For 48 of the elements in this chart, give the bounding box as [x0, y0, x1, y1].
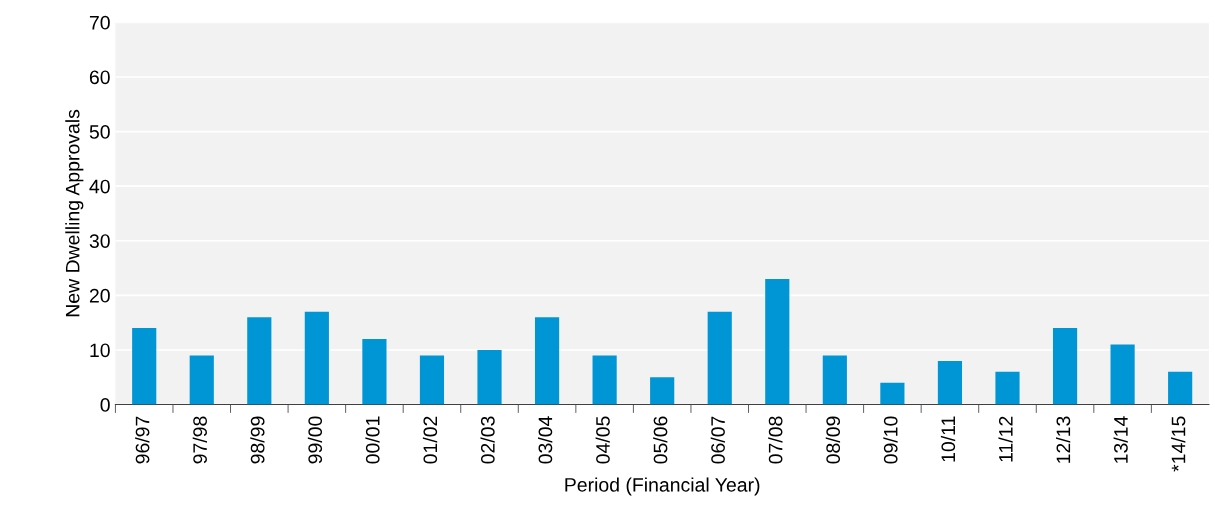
x-tick-label: 01/02	[422, 416, 438, 464]
x-tick-label: 08/09	[825, 416, 841, 464]
bar	[1052, 328, 1078, 405]
x-tick-label: 10/11	[940, 416, 956, 462]
x-tick-label: 06/07	[710, 416, 725, 464]
x-tick-label: 98/99	[250, 416, 265, 464]
y-tick-label: 50	[89, 125, 110, 139]
y-tick-label: 40	[89, 179, 110, 194]
bar	[822, 355, 847, 405]
bar	[937, 360, 963, 405]
bar	[592, 355, 617, 405]
bar	[650, 377, 675, 405]
bar	[477, 349, 502, 405]
x-tick-label: 07/08	[768, 416, 783, 464]
x-tick-label: 97/98	[192, 416, 207, 464]
x-tick-label: 04/05	[595, 416, 610, 464]
y-tick-label: 10	[90, 343, 110, 358]
y-tick-label: 20	[89, 288, 110, 303]
bar	[995, 371, 1020, 405]
bar	[880, 382, 905, 405]
x-axis-title: Period (Financial Year)	[565, 477, 760, 496]
x-tick-label: 03/04	[538, 416, 553, 464]
bar	[1110, 344, 1135, 405]
y-tick-label: 30	[89, 234, 110, 248]
bar	[247, 317, 272, 405]
bar	[362, 339, 387, 405]
bar	[1168, 371, 1193, 405]
bar	[304, 311, 329, 405]
x-tick-label: 11/12	[998, 416, 1013, 462]
x-tick-label: *14/15	[1171, 416, 1186, 472]
x-tick-label: 02/03	[480, 416, 495, 464]
x-tick-label: 99/00	[307, 416, 323, 464]
y-axis-title: New Dwelling Approvals	[65, 109, 84, 317]
x-tick-label: 13/14	[1113, 416, 1128, 463]
bar	[534, 317, 560, 405]
bar	[419, 355, 445, 405]
bar	[707, 311, 732, 405]
bar	[765, 278, 790, 405]
bar	[132, 328, 157, 405]
bar	[189, 355, 214, 405]
x-tick-label: 96/97	[135, 416, 150, 464]
x-tick-label: 00/01	[365, 416, 380, 464]
y-tick-label: 0	[100, 398, 110, 412]
x-tick-label: 09/10	[883, 416, 898, 464]
y-tick-label: 60	[89, 70, 110, 85]
x-tick-label: 05/06	[653, 416, 668, 464]
y-tick-label: 70	[89, 15, 110, 30]
x-tick-label: 12/13	[1055, 416, 1071, 463]
